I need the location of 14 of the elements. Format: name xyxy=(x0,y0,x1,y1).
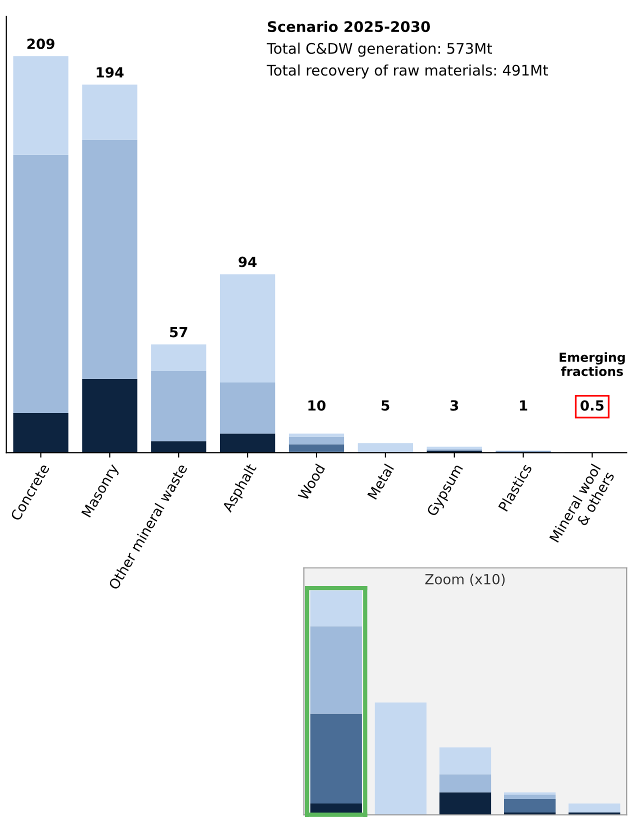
annotation: Total recovery of raw materials: 491Mt xyxy=(266,64,548,79)
annotation: 10 xyxy=(308,400,326,411)
annotation: 57 xyxy=(170,327,188,338)
annotation: 94 xyxy=(238,256,257,268)
annotation: 209 xyxy=(27,38,54,50)
annotation: Total C&DW generation: 573Mt xyxy=(266,42,492,57)
annotation: Emerging fractions xyxy=(560,352,625,376)
text: Scenario 2025-2030 xyxy=(268,20,430,32)
annotation: 194 xyxy=(96,67,124,78)
annotation: 5 xyxy=(382,400,390,411)
chart-title: Zoom (x10) xyxy=(425,574,505,586)
annotation: 3 xyxy=(450,400,458,411)
annotation: 1 xyxy=(520,400,528,411)
annotation: 0.5 xyxy=(580,400,604,411)
